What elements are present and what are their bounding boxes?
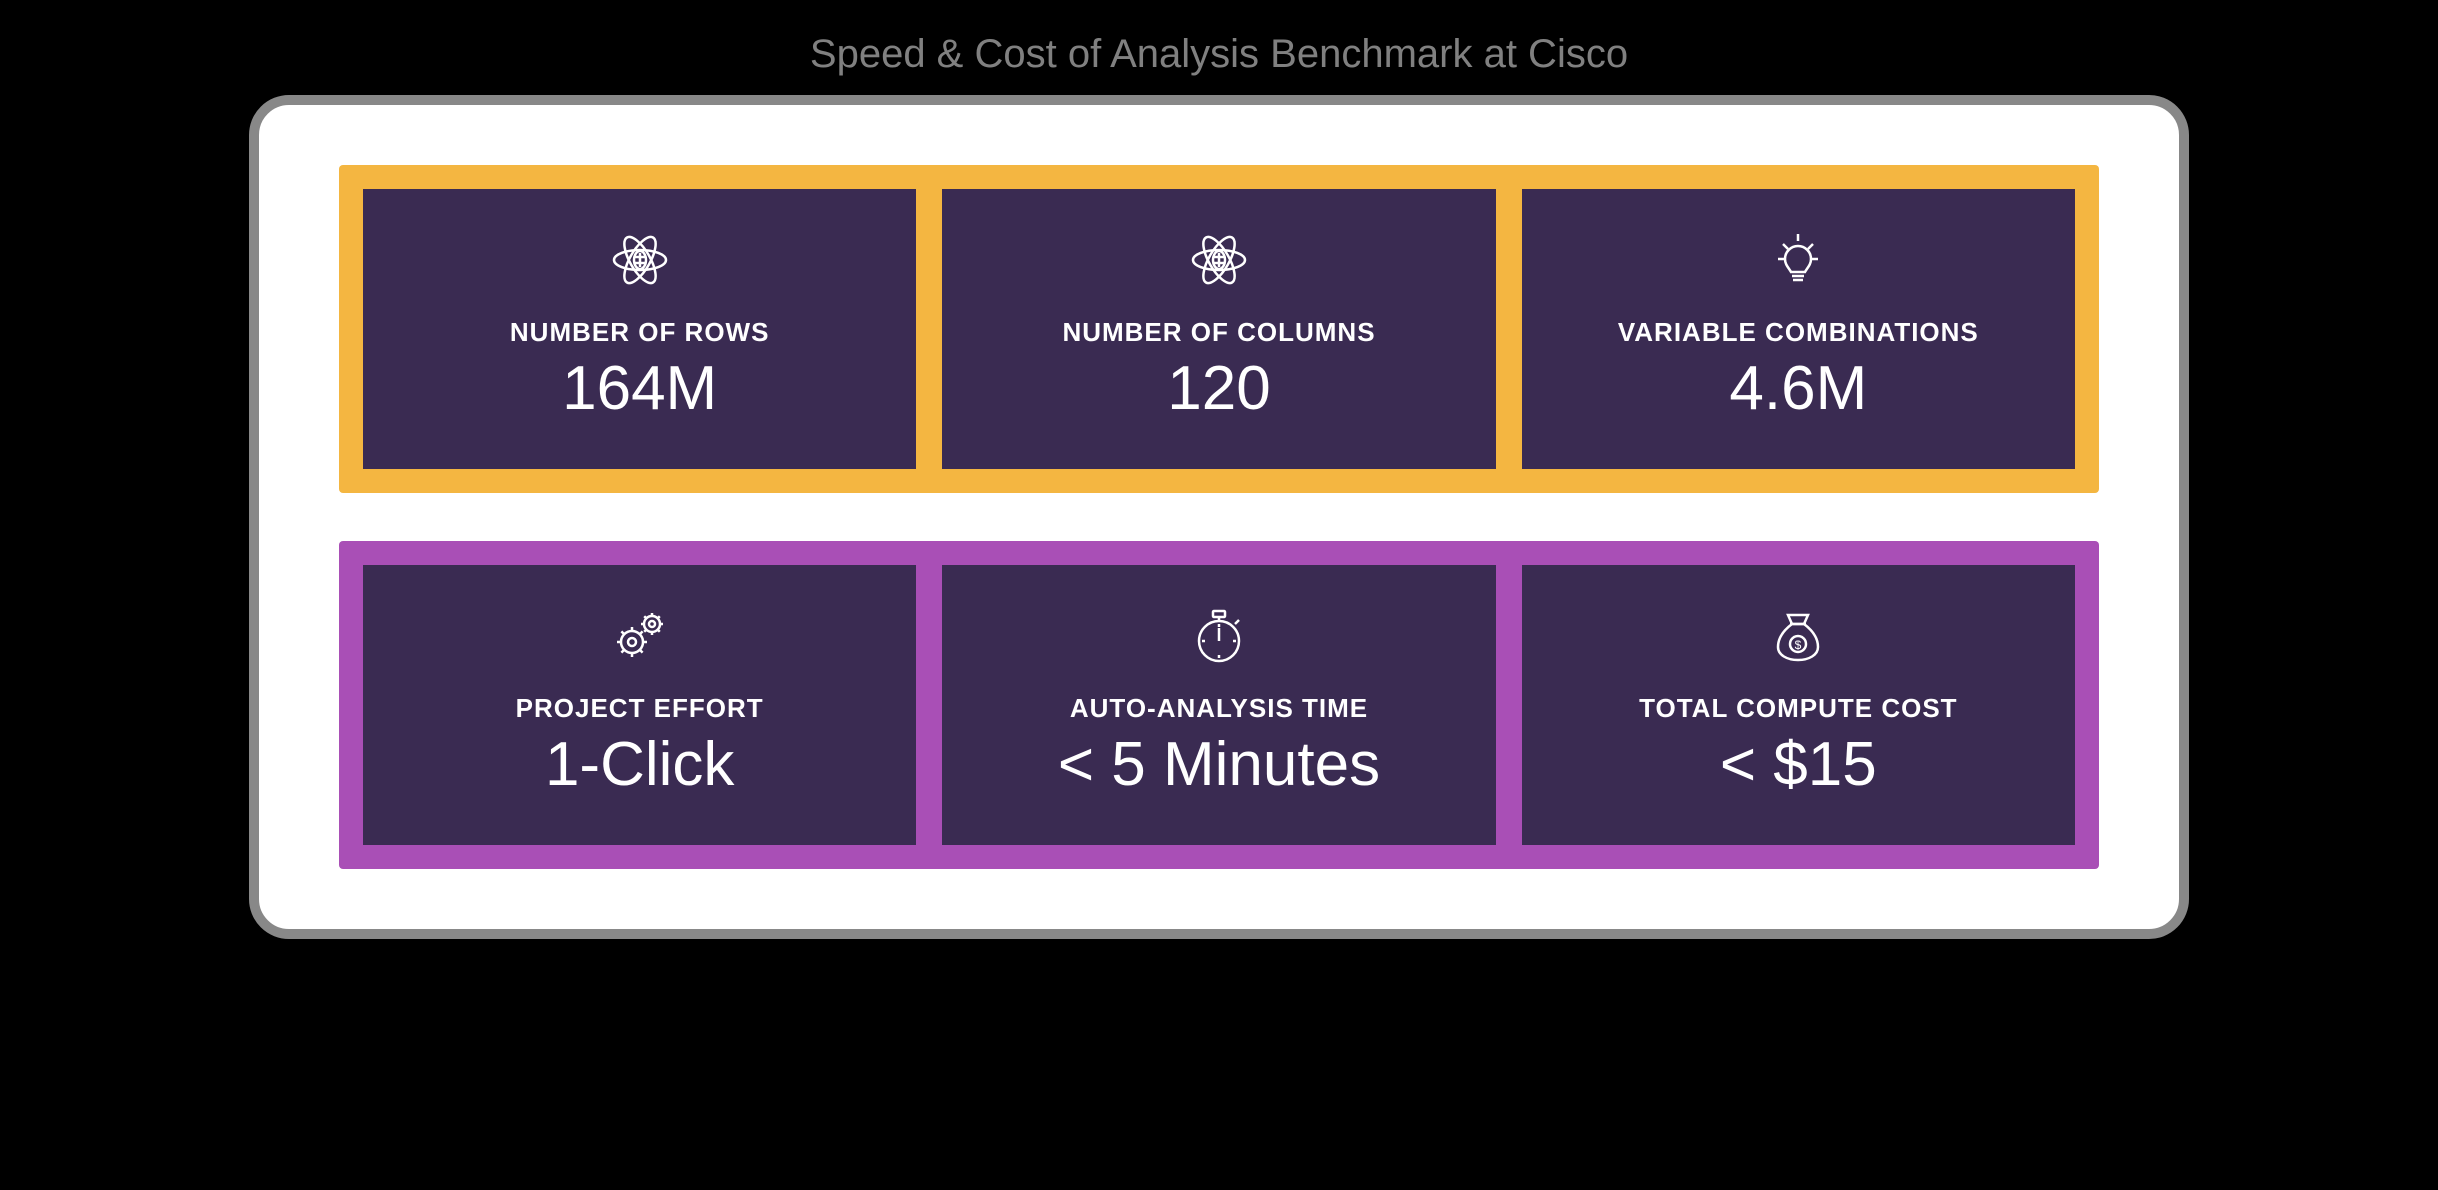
lightbulb-icon — [1766, 225, 1830, 295]
metric-label: PROJECT EFFORT — [516, 693, 764, 724]
metric-label: AUTO-ANALYSIS TIME — [1070, 693, 1368, 724]
metric-value: 4.6M — [1729, 356, 1867, 421]
svg-text:$: $ — [1795, 638, 1802, 652]
metric-label: NUMBER OF ROWS — [510, 317, 770, 348]
metric-value: 120 — [1167, 356, 1270, 421]
moneybag-icon: $ — [1766, 601, 1830, 671]
metric-label: TOTAL COMPUTE COST — [1639, 693, 1957, 724]
metric-value: < 5 Minutes — [1058, 732, 1380, 797]
metric-value: 164M — [562, 356, 717, 421]
metric-card-columns: NUMBER OF COLUMNS 120 — [942, 189, 1495, 469]
metric-value: 1-Click — [545, 732, 734, 797]
metric-label: NUMBER OF COLUMNS — [1062, 317, 1375, 348]
metric-card-effort: PROJECT EFFORT 1-Click — [363, 565, 916, 845]
page-title: Speed & Cost of Analysis Benchmark at Ci… — [810, 32, 1628, 77]
performance-group: PROJECT EFFORT 1-Click AUTO-ANALYSIS TIM… — [339, 541, 2099, 869]
data-scale-group: NUMBER OF ROWS 164M NUMBER OF COLUMNS 12… — [339, 165, 2099, 493]
metric-label: VARIABLE COMBINATIONS — [1618, 317, 1979, 348]
metric-card-cost: $ TOTAL COMPUTE COST < $15 — [1522, 565, 2075, 845]
atom-icon — [1187, 225, 1251, 295]
benchmark-panel: NUMBER OF ROWS 164M NUMBER OF COLUMNS 12… — [249, 95, 2189, 939]
metric-card-combinations: VARIABLE COMBINATIONS 4.6M — [1522, 189, 2075, 469]
metric-card-time: AUTO-ANALYSIS TIME < 5 Minutes — [942, 565, 1495, 845]
metric-card-rows: NUMBER OF ROWS 164M — [363, 189, 916, 469]
gears-icon — [608, 601, 672, 671]
atom-icon — [608, 225, 672, 295]
metric-value: < $15 — [1720, 732, 1877, 797]
stopwatch-icon — [1187, 601, 1251, 671]
